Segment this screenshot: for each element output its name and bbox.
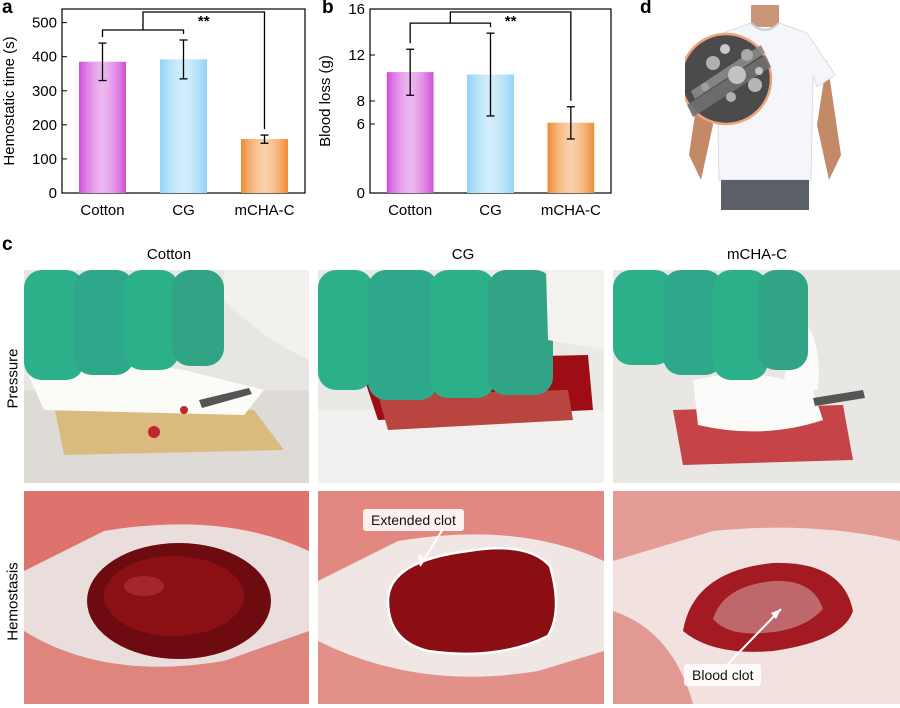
panel-letter-d: d <box>640 0 652 18</box>
panel-letter-a: a <box>2 0 13 18</box>
x-tick-label: mCHA-C <box>235 202 295 219</box>
x-tick-label: CG <box>479 202 502 219</box>
y-tick-label: 0 <box>357 185 365 202</box>
photo-hemostasis-cotton <box>24 491 309 704</box>
significance-bracket <box>142 11 266 130</box>
panel-letter-c: c <box>2 234 13 255</box>
significance-bracket-group <box>409 22 492 44</box>
photo-pressure-cg <box>318 270 604 483</box>
tshirt-photo <box>685 5 845 210</box>
y-tick-label: 0 <box>49 185 57 202</box>
x-tick-label: Cotton <box>388 202 432 219</box>
y-tick-label: 6 <box>357 116 365 133</box>
chart-blood-loss: 0 6 8 12 16 Blood loss (g) Cotton CG mCHA-C ** <box>318 1 612 219</box>
y-tick-label: 12 <box>348 47 365 64</box>
y-axis-label: Blood loss (g) <box>318 55 334 147</box>
y-tick-label: 16 <box>348 1 365 18</box>
significance-bracket <box>449 11 572 101</box>
x-tick-label: Cotton <box>80 202 124 219</box>
row-label-pressure: Pressure <box>4 348 22 409</box>
chart-hemostatic-time: 0 100 200 300 400 500 Hemostatic time (s) Cotto… <box>1 8 306 219</box>
annotation-blood-clot: Blood clot <box>684 664 762 686</box>
significance-bracket-group <box>101 29 185 38</box>
y-tick-label: 400 <box>32 49 57 66</box>
y-tick-label: 300 <box>32 83 57 100</box>
bar-shine <box>241 139 288 193</box>
x-tick-label: CG <box>172 202 195 219</box>
bar-shine <box>79 61 126 193</box>
y-tick-label: 100 <box>32 151 57 168</box>
y-axis-label: Hemostatic time (s) <box>1 36 18 165</box>
photo-pressure-mcha <box>613 270 900 483</box>
panel-letter-b: b <box>322 0 334 18</box>
y-tick-label: 200 <box>32 117 57 134</box>
x-tick-label: mCHA-C <box>541 202 601 219</box>
row-label-hemostasis: Hemostasis <box>4 562 22 641</box>
y-tick-label: 8 <box>357 93 365 110</box>
significance-label: ** <box>198 13 210 30</box>
y-tick-label: 500 <box>32 15 57 32</box>
annotation-extended-clot: Extended clot <box>363 509 464 531</box>
column-title-cg: CG <box>451 246 475 263</box>
bar-shine <box>160 59 207 194</box>
column-title-cotton: Cotton <box>146 246 192 263</box>
photo-pressure-cotton <box>24 270 309 483</box>
significance-label: ** <box>505 13 517 30</box>
column-title-mcha: mCHA-C <box>727 246 787 263</box>
